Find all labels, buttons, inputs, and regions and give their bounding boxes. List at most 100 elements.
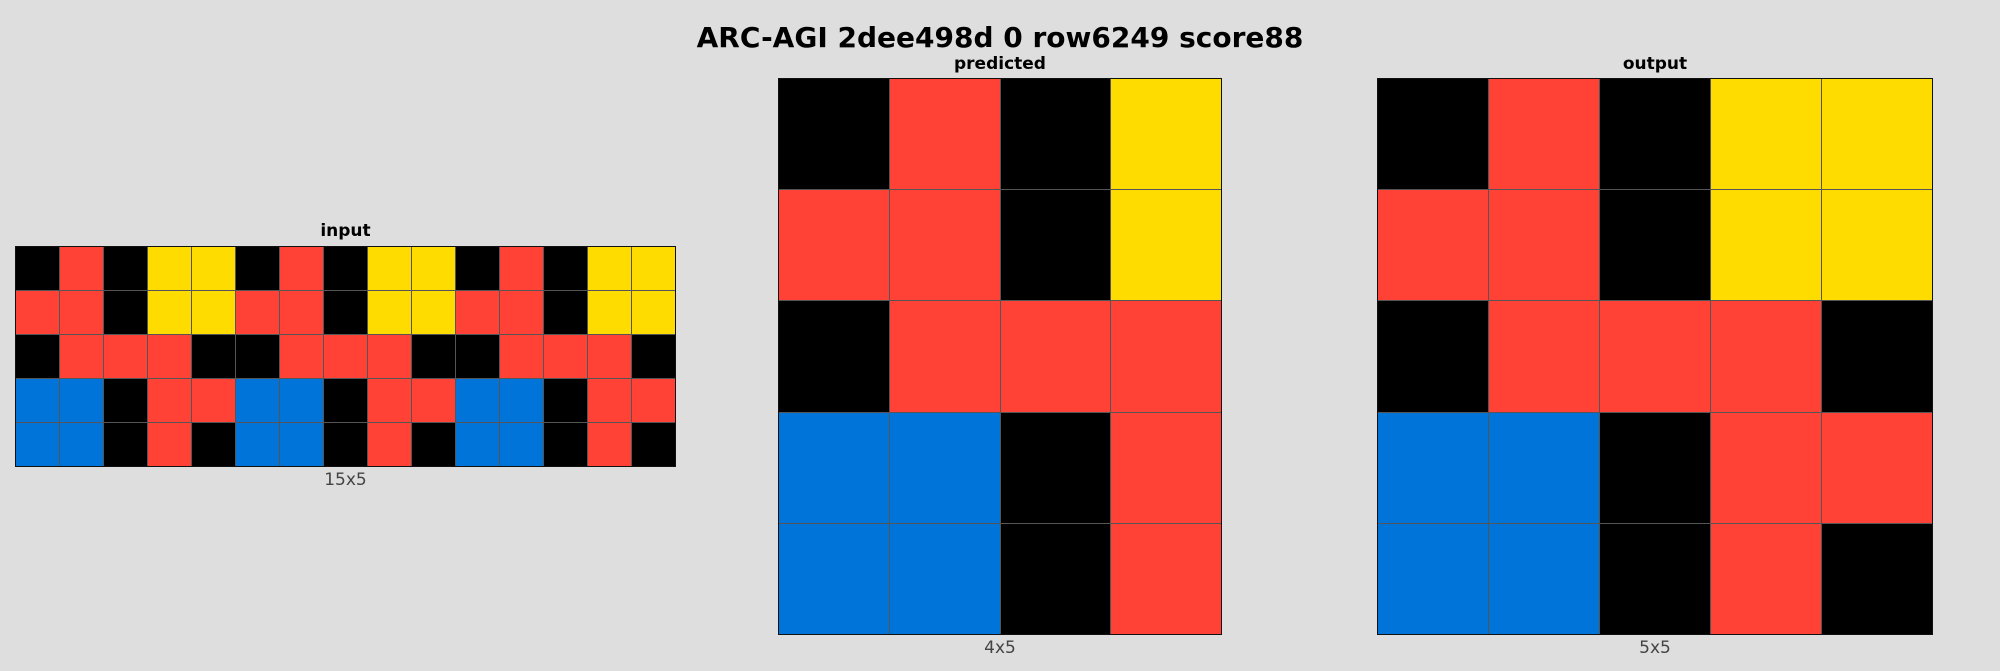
input-cell	[16, 379, 59, 422]
output-cell	[1822, 190, 1932, 301]
predicted-panel-title: predicted	[954, 54, 1046, 74]
output-cell	[1711, 412, 1821, 523]
output-cell	[1378, 523, 1488, 634]
predicted-cell	[1000, 79, 1111, 190]
predicted-cell	[1000, 412, 1111, 523]
predicted-cell	[1000, 523, 1111, 634]
input-cell	[60, 247, 103, 290]
output-cell	[1489, 523, 1599, 634]
output-cell	[1489, 412, 1599, 523]
predicted-cell	[1111, 301, 1221, 412]
input-cell	[324, 423, 367, 466]
input-cell	[16, 423, 59, 466]
output-cell	[1378, 301, 1488, 412]
output-cell	[1378, 79, 1488, 190]
input-panel-title: input	[320, 221, 371, 241]
input-cell	[500, 291, 543, 334]
predicted-grid	[778, 78, 1222, 635]
input-cell	[324, 247, 367, 290]
output-cell	[1489, 301, 1599, 412]
input-cell	[456, 379, 499, 422]
predicted-cell	[1111, 412, 1221, 523]
input-cell	[544, 335, 587, 378]
output-cell	[1378, 190, 1488, 301]
input-cell	[368, 291, 411, 334]
input-cell	[280, 291, 323, 334]
input-cell	[632, 247, 675, 290]
output-size-label: 5x5	[1639, 638, 1671, 658]
input-cell	[16, 247, 59, 290]
output-cell	[1822, 523, 1932, 634]
input-cell	[236, 247, 279, 290]
input-cell	[192, 423, 235, 466]
input-cell	[456, 423, 499, 466]
predicted-cell	[889, 523, 1000, 634]
input-cell	[236, 379, 279, 422]
input-cell	[104, 379, 147, 422]
output-cell	[1600, 523, 1710, 634]
input-cell	[544, 379, 587, 422]
input-cell	[632, 335, 675, 378]
input-cell	[192, 291, 235, 334]
predicted-cell	[889, 301, 1000, 412]
predicted-cell	[1111, 190, 1221, 301]
predicted-cell	[1111, 79, 1221, 190]
output-cell	[1600, 79, 1710, 190]
input-cell	[192, 247, 235, 290]
input-cell	[632, 379, 675, 422]
input-cell	[632, 291, 675, 334]
input-cell	[324, 379, 367, 422]
output-grid	[1377, 78, 1933, 635]
input-cell	[368, 247, 411, 290]
input-cell	[16, 291, 59, 334]
input-cell	[544, 247, 587, 290]
output-panel-title: output	[1622, 54, 1688, 74]
input-cell	[588, 335, 631, 378]
input-cell	[148, 379, 191, 422]
input-cell	[104, 335, 147, 378]
input-cell	[368, 335, 411, 378]
output-cell	[1711, 190, 1821, 301]
predicted-size-label: 4x5	[984, 638, 1016, 658]
input-cell	[544, 291, 587, 334]
input-cell	[412, 335, 455, 378]
input-cell	[280, 335, 323, 378]
predicted-cell	[779, 301, 889, 412]
predicted-cell	[889, 190, 1000, 301]
input-cell	[544, 423, 587, 466]
predicted-cell	[779, 79, 889, 190]
output-cell	[1378, 412, 1488, 523]
predicted-cell	[779, 523, 889, 634]
output-cell	[1600, 301, 1710, 412]
input-cell	[588, 291, 631, 334]
input-cell	[368, 379, 411, 422]
input-cell	[368, 423, 411, 466]
input-cell	[412, 247, 455, 290]
input-cell	[104, 423, 147, 466]
predicted-cell	[889, 412, 1000, 523]
predicted-cell	[889, 79, 1000, 190]
input-cell	[324, 335, 367, 378]
input-cell	[500, 335, 543, 378]
output-cell	[1489, 79, 1599, 190]
input-cell	[148, 247, 191, 290]
output-cell	[1822, 412, 1932, 523]
input-cell	[588, 379, 631, 422]
input-cell	[632, 423, 675, 466]
input-cell	[236, 291, 279, 334]
input-cell	[280, 423, 323, 466]
input-cell	[500, 379, 543, 422]
input-cell	[192, 379, 235, 422]
input-cell	[456, 247, 499, 290]
output-cell	[1600, 190, 1710, 301]
input-cell	[60, 423, 103, 466]
output-cell	[1711, 523, 1821, 634]
predicted-cell	[1000, 190, 1111, 301]
input-cell	[148, 423, 191, 466]
input-cell	[412, 423, 455, 466]
input-cell	[236, 423, 279, 466]
input-cell	[280, 379, 323, 422]
predicted-cell	[1111, 523, 1221, 634]
input-cell	[16, 335, 59, 378]
predicted-cell	[779, 412, 889, 523]
